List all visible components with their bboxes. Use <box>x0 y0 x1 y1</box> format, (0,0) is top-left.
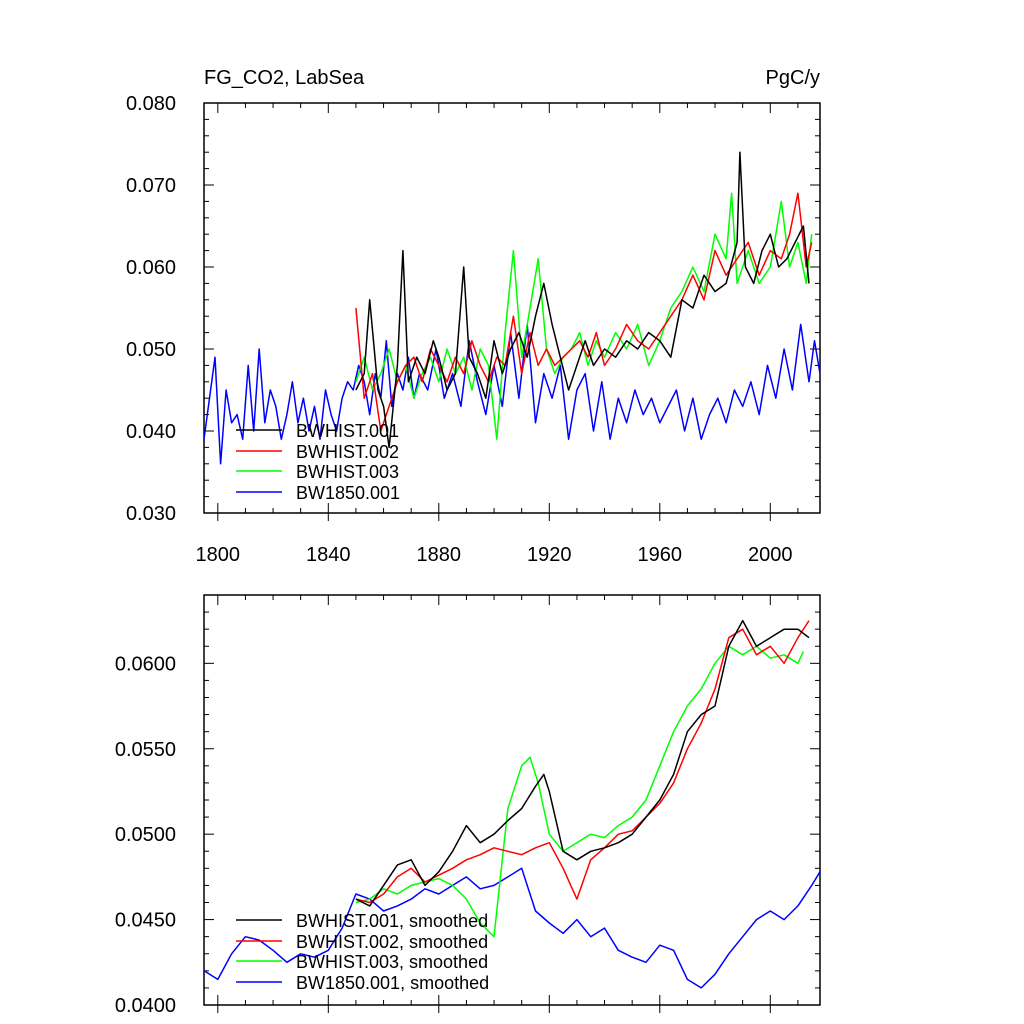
panel-top-title-right: PgC/y <box>766 67 820 89</box>
series-line-bwhist-002-smoothed <box>355 620 810 904</box>
series-line-bw1850-001 <box>203 323 821 465</box>
legend-label-bwhist-003-smoothed: BWHIST.003, smoothed <box>296 952 488 972</box>
legend-label-bwhist-002: BWHIST.002 <box>296 442 399 462</box>
y-tick-label: 0.070 <box>126 175 176 197</box>
panel-bottom-series <box>203 619 821 989</box>
panel-top-axes: 1800 1840 1880 1920 1960 2000 0.030 0.040 0.050 0… <box>126 93 820 566</box>
panel-bottom-axes: 0.0400 0.0450 0.0500 0.0550 0.0600 <box>115 594 820 1017</box>
x-tick-label: 1920 <box>527 544 572 566</box>
legend-label-bw1850-001: BW1850.001 <box>296 483 400 503</box>
series-line-bwhist-001 <box>355 151 810 449</box>
y-tick-label: 0.0500 <box>115 824 176 846</box>
y-tick-label: 0.0550 <box>115 739 176 761</box>
panel-top: FG_CO2, LabSea PgC/y 1800 1840 1880 1920 196… <box>126 67 821 566</box>
y-tick-label: 0.0450 <box>115 910 176 932</box>
legend-label-bwhist-002-smoothed: BWHIST.002, smoothed <box>296 932 488 952</box>
x-tick-label: 1800 <box>196 544 241 566</box>
series-line-bwhist-003-smoothed <box>355 645 805 938</box>
legend-label-bwhist-001: BWHIST.001 <box>296 421 399 441</box>
y-tick-label: 0.040 <box>126 421 176 443</box>
x-tick-label: 1840 <box>306 544 351 566</box>
panel-top-series <box>203 151 821 465</box>
y-tick-label: 0.060 <box>126 257 176 279</box>
y-tick-label: 0.050 <box>126 339 176 361</box>
y-tick-label: 0.0600 <box>115 653 176 675</box>
y-tick-label: 0.0400 <box>115 995 176 1017</box>
panel-bottom-legend: BWHIST.001, smoothed BWHIST.002, smoothe… <box>236 911 489 993</box>
series-line-bw1850-001-smoothed <box>203 867 821 989</box>
panel-top-title-left: FG_CO2, LabSea <box>204 67 365 89</box>
y-tick-label: 0.080 <box>126 93 176 115</box>
legend-label-bw1850-001-smoothed: BW1850.001, smoothed <box>296 973 489 993</box>
panel-bottom: 0.0400 0.0450 0.0500 0.0550 0.0600 BWHIST.00… <box>115 594 821 1017</box>
panel-top-legend: BWHIST.001 BWHIST.002 BWHIST.003 BW1850.… <box>236 421 400 503</box>
panel-top-frame <box>203 102 821 514</box>
series-line-bwhist-001-smoothed <box>355 619 810 907</box>
legend-label-bwhist-003: BWHIST.003 <box>296 462 399 482</box>
y-tick-label: 0.030 <box>126 503 176 525</box>
legend-label-bwhist-001-smoothed: BWHIST.001, smoothed <box>296 911 488 931</box>
x-tick-label: 2000 <box>748 544 793 566</box>
x-tick-label: 1960 <box>638 544 683 566</box>
x-tick-label: 1880 <box>417 544 462 566</box>
